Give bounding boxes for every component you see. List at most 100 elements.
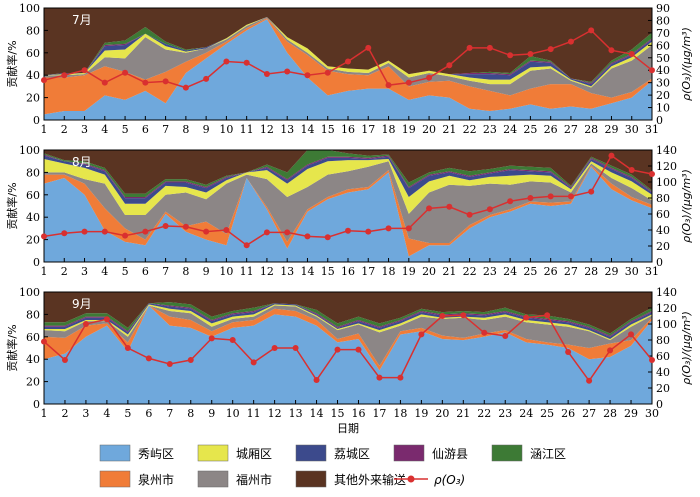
x-tick-label: 15 <box>321 123 335 136</box>
x-tick-label: 27 <box>564 123 578 136</box>
o3-point <box>588 27 595 34</box>
o3-point <box>82 321 89 327</box>
y-right-tick-label: 20 <box>656 89 670 102</box>
o3-point <box>385 225 392 232</box>
x-tick-label: 7 <box>162 123 169 136</box>
y-left-tick-label: 60 <box>26 189 40 202</box>
o3-point <box>628 51 635 58</box>
y-left-tick-label: 80 <box>26 166 40 179</box>
x-tick-label: 6 <box>142 265 149 278</box>
o3-point <box>466 211 473 218</box>
y-right-tick-label: 40 <box>656 64 670 77</box>
legend-label: 仙游县 <box>432 447 468 461</box>
x-tick-label: 6 <box>145 407 152 420</box>
o3-point <box>304 233 311 240</box>
o3-point <box>481 329 488 336</box>
y-left-tick-label: 80 <box>26 24 40 37</box>
x-tick-label: 20 <box>435 407 449 420</box>
o3-point <box>243 242 250 249</box>
y-left-tick-label: 20 <box>26 376 40 389</box>
y-right-axis-title: ρ(O₃)/(μg/m³) <box>680 27 693 101</box>
o3-point <box>334 346 341 353</box>
x-tick-label: 28 <box>584 123 598 136</box>
o3-point <box>223 58 230 65</box>
x-tick-label: 29 <box>604 265 618 278</box>
x-tick-label: 7 <box>166 407 173 420</box>
y-right-tick-label: 70 <box>656 27 670 40</box>
o3-point <box>608 152 615 159</box>
x-tick-label: 16 <box>351 407 365 420</box>
x-tick-label: 23 <box>483 265 497 278</box>
legend-label: 秀屿区 <box>138 447 174 461</box>
o3-point <box>142 79 149 86</box>
o3-point <box>486 206 493 213</box>
area-licheng <box>44 303 652 340</box>
y-right-tick-label: 120 <box>656 302 677 315</box>
o3-point <box>271 345 278 351</box>
x-tick-label: 3 <box>82 407 89 420</box>
o3-point <box>439 313 446 319</box>
area-xiuyu <box>44 305 652 404</box>
o3-point <box>523 314 530 321</box>
y-right-axis-title: ρ(O₃)/(μg/m³) <box>680 311 693 385</box>
x-tick-label: 23 <box>498 407 512 420</box>
x-tick-label: 23 <box>483 123 497 136</box>
o3-point <box>628 331 635 338</box>
area-xiuyu <box>44 166 652 262</box>
o3-point <box>182 223 189 230</box>
x-tick-label: 14 <box>300 123 314 136</box>
x-tick-label: 30 <box>645 407 659 420</box>
area-xianyou <box>44 303 652 337</box>
y-right-tick-label: 60 <box>656 208 670 221</box>
x-tick-label: 26 <box>544 123 558 136</box>
o3-point <box>223 227 230 233</box>
legend-item-hanjiang: 涵江区 <box>491 444 566 462</box>
x-tick-label: 26 <box>544 265 558 278</box>
area-chengxiang <box>44 158 652 215</box>
y-right-axis-title: ρ(O₃)/(μg/m³) <box>680 169 693 243</box>
legend-item-o3: ρ(O₃) <box>394 473 465 487</box>
x-tick-label: 1 <box>41 407 48 420</box>
o3-point <box>41 77 47 84</box>
o3-point <box>628 167 635 173</box>
y-left-tick-label: 0 <box>33 114 40 127</box>
x-tick-label: 17 <box>361 123 375 136</box>
area-fuzhou <box>44 161 652 243</box>
x-tick-label: 24 <box>503 123 517 136</box>
x-axis-title: 日期 <box>337 422 359 435</box>
y-right-tick-label: 80 <box>656 14 670 27</box>
x-tick-label: 11 <box>240 123 254 136</box>
o3-point <box>122 232 129 239</box>
x-tick-label: 15 <box>331 407 345 420</box>
legend-item-chengxiang: 城厢区 <box>197 444 272 462</box>
x-tick-label: 8 <box>187 407 194 420</box>
x-tick-label: 29 <box>604 123 618 136</box>
o3-point <box>507 198 514 205</box>
o3-point <box>142 228 149 235</box>
o3-point <box>405 225 412 232</box>
legend-marker <box>407 475 415 483</box>
o3-point <box>284 229 291 236</box>
legend-label: ρ(O₃) <box>434 473 465 487</box>
o3-point <box>203 228 210 235</box>
x-tick-label: 2 <box>61 123 68 136</box>
o3-point <box>608 47 615 54</box>
area-chengxiang <box>44 304 652 341</box>
x-tick-label: 13 <box>280 123 294 136</box>
x-tick-label: 18 <box>382 123 396 136</box>
x-tick-label: 21 <box>442 265 456 278</box>
o3-point <box>250 359 257 366</box>
area-xianyou <box>44 154 652 199</box>
x-tick-label: 3 <box>81 265 88 278</box>
legend-item-fuzhou: 福州市 <box>197 470 272 488</box>
o3-point <box>81 67 88 74</box>
o3-point <box>345 58 351 65</box>
x-tick-label: 15 <box>321 265 335 278</box>
o3-point <box>284 68 291 75</box>
o3-point <box>397 374 404 381</box>
y-right-tick-label: 40 <box>656 224 670 237</box>
x-tick-label: 6 <box>142 123 149 136</box>
x-tick-label: 30 <box>625 265 639 278</box>
